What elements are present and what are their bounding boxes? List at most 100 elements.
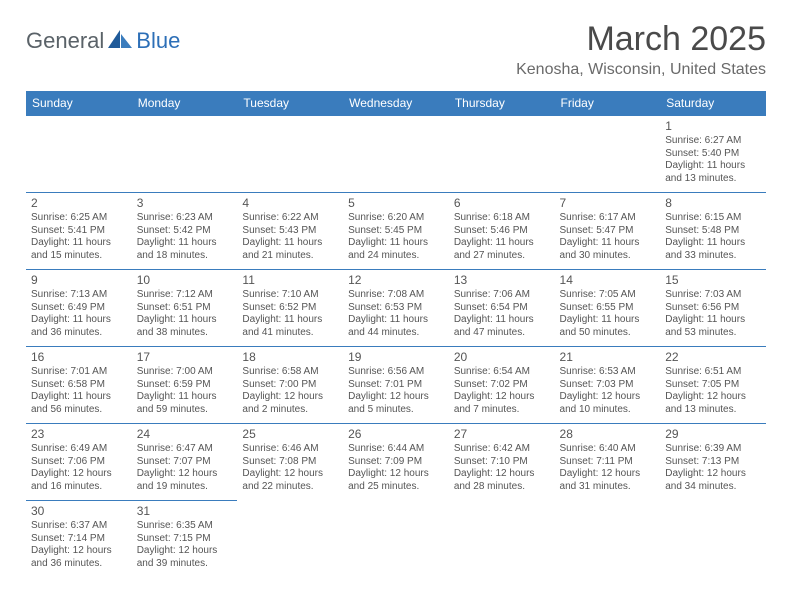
sunset-text: Sunset: 5:42 PM xyxy=(137,225,233,238)
sunrise-text: Sunrise: 7:03 AM xyxy=(665,289,761,302)
calendar-cell xyxy=(237,116,343,193)
sunrise-text: Sunrise: 6:58 AM xyxy=(242,366,338,379)
sunset-text: Sunset: 6:54 PM xyxy=(454,302,550,315)
sunset-text: Sunset: 5:48 PM xyxy=(665,225,761,238)
day-number: 4 xyxy=(242,196,338,211)
sunset-text: Sunset: 7:10 PM xyxy=(454,456,550,469)
calendar-cell: 30Sunrise: 6:37 AMSunset: 7:14 PMDayligh… xyxy=(26,501,132,578)
calendar-body: 1Sunrise: 6:27 AMSunset: 5:40 PM Daylight… xyxy=(26,116,766,578)
day-number: 23 xyxy=(31,427,127,442)
sunrise-text: Sunrise: 6:37 AM xyxy=(31,520,127,533)
calendar-cell xyxy=(26,116,132,193)
day-number: 29 xyxy=(665,427,761,442)
sunrise-text: Sunrise: 6:27 AM xyxy=(665,135,761,148)
logo-sail-icon xyxy=(108,30,134,55)
day-number: 26 xyxy=(348,427,444,442)
calendar-cell: 5Sunrise: 6:20 AMSunset: 5:45 PMDaylight… xyxy=(343,193,449,270)
sunset-text: Sunset: 7:02 PM xyxy=(454,379,550,392)
sunset-text: Sunset: 5:43 PM xyxy=(242,225,338,238)
calendar-cell xyxy=(449,116,555,193)
day-number: 17 xyxy=(137,350,233,365)
daylight-text: Daylight: 11 hours and 59 minutes. xyxy=(137,391,233,416)
daylight-text: Daylight: 11 hours and 38 minutes. xyxy=(137,314,233,339)
calendar-cell: 2Sunrise: 6:25 AMSunset: 5:41 PMDaylight… xyxy=(26,193,132,270)
calendar-cell: 14Sunrise: 7:05 AMSunset: 6:55 PMDayligh… xyxy=(555,270,661,347)
calendar-cell: 26Sunrise: 6:44 AMSunset: 7:09 PMDayligh… xyxy=(343,424,449,501)
daylight-text: Daylight: 12 hours and 36 minutes. xyxy=(31,545,127,570)
day-header: Friday xyxy=(555,91,661,116)
day-number: 5 xyxy=(348,196,444,211)
sunrise-text: Sunrise: 6:22 AM xyxy=(242,212,338,225)
daylight-text: Daylight: 11 hours and 41 minutes. xyxy=(242,314,338,339)
location-text: Kenosha, Wisconsin, United States xyxy=(516,61,766,79)
sunrise-text: Sunrise: 6:20 AM xyxy=(348,212,444,225)
sunrise-text: Sunrise: 6:18 AM xyxy=(454,212,550,225)
logo: General Blue xyxy=(26,28,180,54)
sunrise-text: Sunrise: 6:54 AM xyxy=(454,366,550,379)
calendar-cell: 3Sunrise: 6:23 AMSunset: 5:42 PMDaylight… xyxy=(132,193,238,270)
day-number: 10 xyxy=(137,273,233,288)
sunrise-text: Sunrise: 6:15 AM xyxy=(665,212,761,225)
sunrise-text: Sunrise: 7:13 AM xyxy=(31,289,127,302)
day-number: 15 xyxy=(665,273,761,288)
calendar-page: General Blue March 2025 Kenosha, Wiscons… xyxy=(0,0,792,578)
sunset-text: Sunset: 7:11 PM xyxy=(560,456,656,469)
daylight-text: Daylight: 12 hours and 10 minutes. xyxy=(560,391,656,416)
calendar-week: 23Sunrise: 6:49 AMSunset: 7:06 PMDayligh… xyxy=(26,424,766,501)
logo-text-blue: Blue xyxy=(136,28,180,54)
calendar-cell: 8Sunrise: 6:15 AMSunset: 5:48 PMDaylight… xyxy=(660,193,766,270)
daylight-text: Daylight: 12 hours and 39 minutes. xyxy=(137,545,233,570)
sunrise-text: Sunrise: 6:44 AM xyxy=(348,443,444,456)
daylight-text: Daylight: 11 hours and 50 minutes. xyxy=(560,314,656,339)
calendar-cell xyxy=(660,501,766,578)
calendar-cell: 19Sunrise: 6:56 AMSunset: 7:01 PMDayligh… xyxy=(343,347,449,424)
calendar-cell xyxy=(237,501,343,578)
day-number: 1 xyxy=(665,119,761,134)
calendar-cell: 20Sunrise: 6:54 AMSunset: 7:02 PMDayligh… xyxy=(449,347,555,424)
sunset-text: Sunset: 7:00 PM xyxy=(242,379,338,392)
sunset-text: Sunset: 6:51 PM xyxy=(137,302,233,315)
sunset-text: Sunset: 5:40 PM xyxy=(665,148,761,161)
sunset-text: Sunset: 6:52 PM xyxy=(242,302,338,315)
sunrise-text: Sunrise: 6:42 AM xyxy=(454,443,550,456)
sunrise-text: Sunrise: 7:05 AM xyxy=(560,289,656,302)
sunset-text: Sunset: 7:03 PM xyxy=(560,379,656,392)
day-number: 16 xyxy=(31,350,127,365)
day-number: 22 xyxy=(665,350,761,365)
sunrise-text: Sunrise: 7:06 AM xyxy=(454,289,550,302)
sunset-text: Sunset: 7:13 PM xyxy=(665,456,761,469)
daylight-text: Daylight: 11 hours and 24 minutes. xyxy=(348,237,444,262)
daylight-text: Daylight: 11 hours and 56 minutes. xyxy=(31,391,127,416)
sunrise-text: Sunrise: 7:10 AM xyxy=(242,289,338,302)
day-number: 30 xyxy=(31,504,127,519)
calendar-cell: 1Sunrise: 6:27 AMSunset: 5:40 PMDaylight… xyxy=(660,116,766,193)
day-number: 24 xyxy=(137,427,233,442)
daylight-text: Daylight: 12 hours and 5 minutes. xyxy=(348,391,444,416)
day-number: 13 xyxy=(454,273,550,288)
calendar-head: SundayMondayTuesdayWednesdayThursdayFrid… xyxy=(26,91,766,116)
sunrise-text: Sunrise: 7:12 AM xyxy=(137,289,233,302)
calendar-cell: 21Sunrise: 6:53 AMSunset: 7:03 PMDayligh… xyxy=(555,347,661,424)
daylight-text: Daylight: 11 hours and 15 minutes. xyxy=(31,237,127,262)
sunset-text: Sunset: 6:58 PM xyxy=(31,379,127,392)
sunrise-text: Sunrise: 6:47 AM xyxy=(137,443,233,456)
sunset-text: Sunset: 7:07 PM xyxy=(137,456,233,469)
day-number: 3 xyxy=(137,196,233,211)
calendar-cell: 9Sunrise: 7:13 AMSunset: 6:49 PMDaylight… xyxy=(26,270,132,347)
calendar-week: 2Sunrise: 6:25 AMSunset: 5:41 PMDaylight… xyxy=(26,193,766,270)
sunset-text: Sunset: 6:53 PM xyxy=(348,302,444,315)
title-block: March 2025 Kenosha, Wisconsin, United St… xyxy=(516,20,766,87)
daylight-text: Daylight: 12 hours and 16 minutes. xyxy=(31,468,127,493)
sunrise-text: Sunrise: 6:35 AM xyxy=(137,520,233,533)
day-number: 9 xyxy=(31,273,127,288)
day-number: 21 xyxy=(560,350,656,365)
calendar-cell xyxy=(343,116,449,193)
day-number: 20 xyxy=(454,350,550,365)
calendar-cell xyxy=(132,116,238,193)
daylight-text: Daylight: 11 hours and 44 minutes. xyxy=(348,314,444,339)
calendar-week: 16Sunrise: 7:01 AMSunset: 6:58 PMDayligh… xyxy=(26,347,766,424)
sunset-text: Sunset: 6:56 PM xyxy=(665,302,761,315)
daylight-text: Daylight: 12 hours and 25 minutes. xyxy=(348,468,444,493)
daylight-text: Daylight: 12 hours and 28 minutes. xyxy=(454,468,550,493)
day-number: 6 xyxy=(454,196,550,211)
